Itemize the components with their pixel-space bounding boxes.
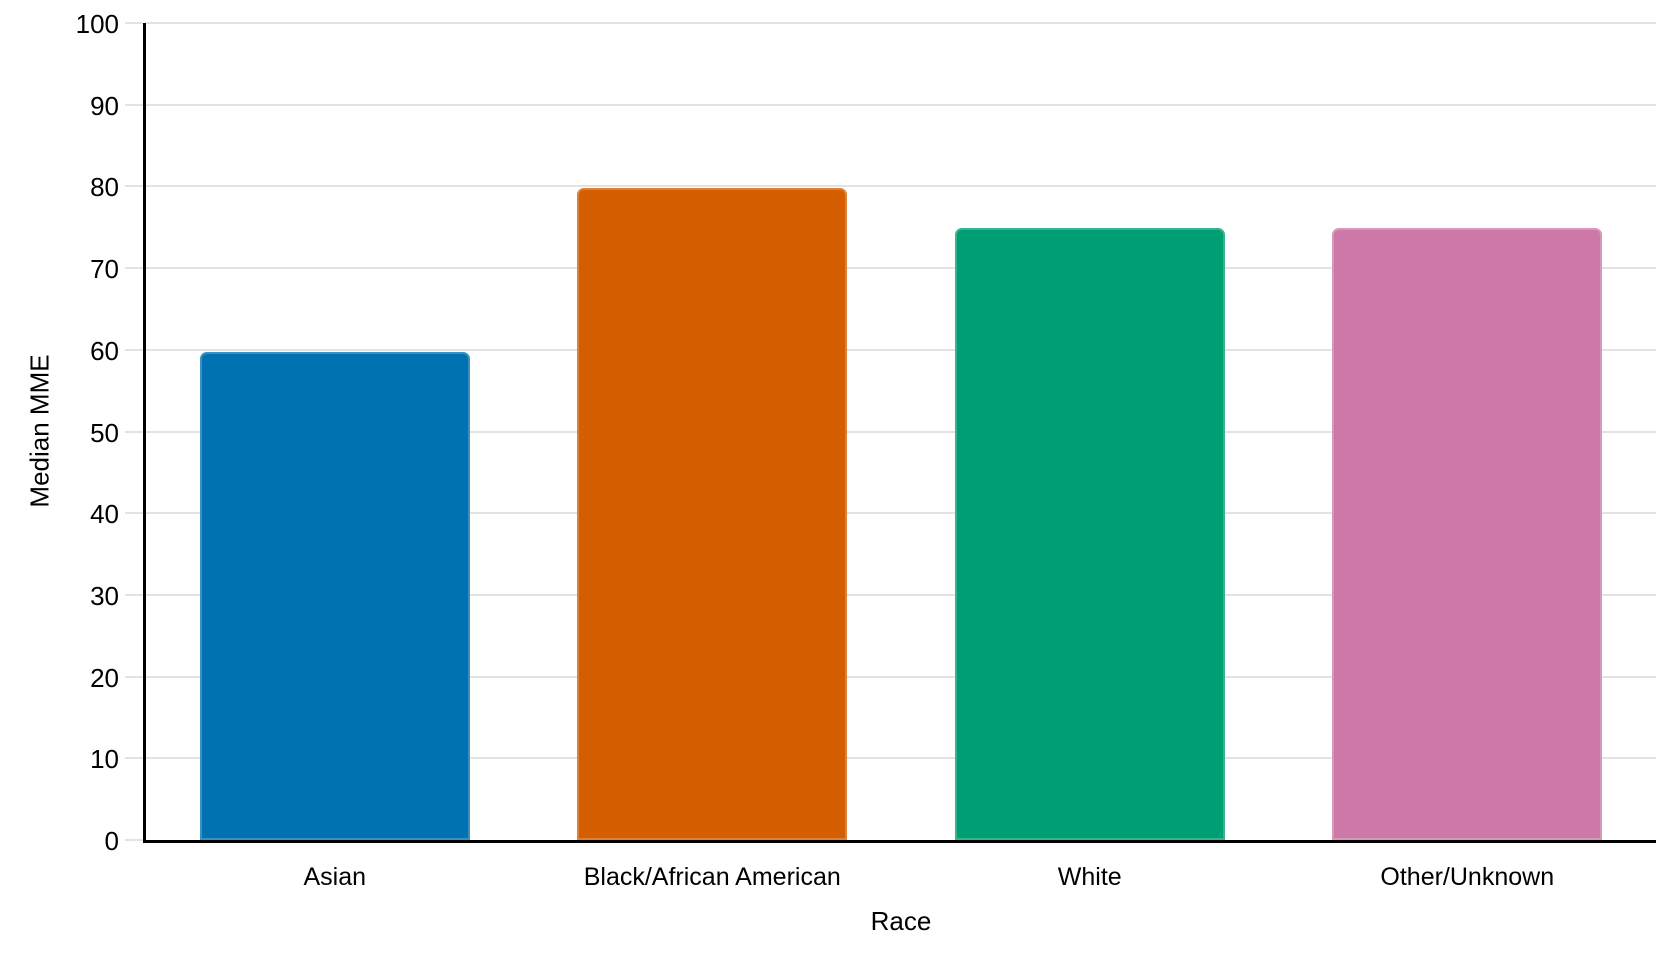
band-other-unknown [1279,23,1657,840]
y-tick-label-30: 30 [90,580,119,611]
y-tick-label-0: 0 [104,826,119,856]
y-tick-mark-60 [125,348,143,351]
y-tick-label-20: 20 [90,662,119,693]
y-tick-label-50: 50 [90,417,119,448]
gridline-50 [146,430,1656,433]
gridline-100 [146,22,1656,24]
gridline-80 [146,185,1656,188]
gridline-60 [146,348,1656,351]
x-tick-label-white: White [1057,863,1122,891]
x-tick-label-asian: Asian [303,863,367,891]
y-tick-label-10: 10 [90,744,119,775]
plot-area: 0 10 20 30 40 50 60 70 80 90 100 [76,11,1656,854]
bar-other-unknown [1332,228,1603,840]
band-black-african-american [524,23,902,840]
bar-asian [199,352,470,840]
y-tick-mark-90 [125,103,143,106]
y-tick-mark-30 [125,593,143,596]
y-tick-mark-40 [125,512,143,515]
y-tick-mark-80 [125,185,143,188]
y-tick-mark-100 [125,22,143,24]
bars-layer [146,23,1656,840]
gridline-10 [146,757,1656,760]
gridline-90 [146,103,1656,106]
band-asian [146,23,524,840]
x-tick-label-other-unknown: Other/Unknown [1380,863,1555,891]
y-tick-mark-10 [125,757,143,760]
y-tick-label-70: 70 [90,254,119,285]
y-tick-label-40: 40 [90,499,119,530]
x-axis-title: Race [870,906,932,936]
y-tick-label-100: 100 [75,9,119,39]
y-tick-mark-70 [125,267,143,270]
y-tick-label-80: 80 [90,172,119,203]
gridline-30 [146,593,1656,596]
gridline-70 [146,267,1656,270]
gridline-20 [146,675,1656,678]
gridline-40 [146,512,1656,515]
y-tick-mark-50 [125,430,143,433]
y-tick-mark-0 [125,839,143,841]
y-tick-label-90: 90 [90,90,119,121]
y-tick-label-60: 60 [90,335,119,366]
bar-black-african-american [577,188,848,840]
bar-white [954,228,1225,840]
x-tick-label-black-african-american: Black/African American [583,863,841,891]
band-white [901,23,1279,840]
y-tick-mark-20 [125,675,143,678]
